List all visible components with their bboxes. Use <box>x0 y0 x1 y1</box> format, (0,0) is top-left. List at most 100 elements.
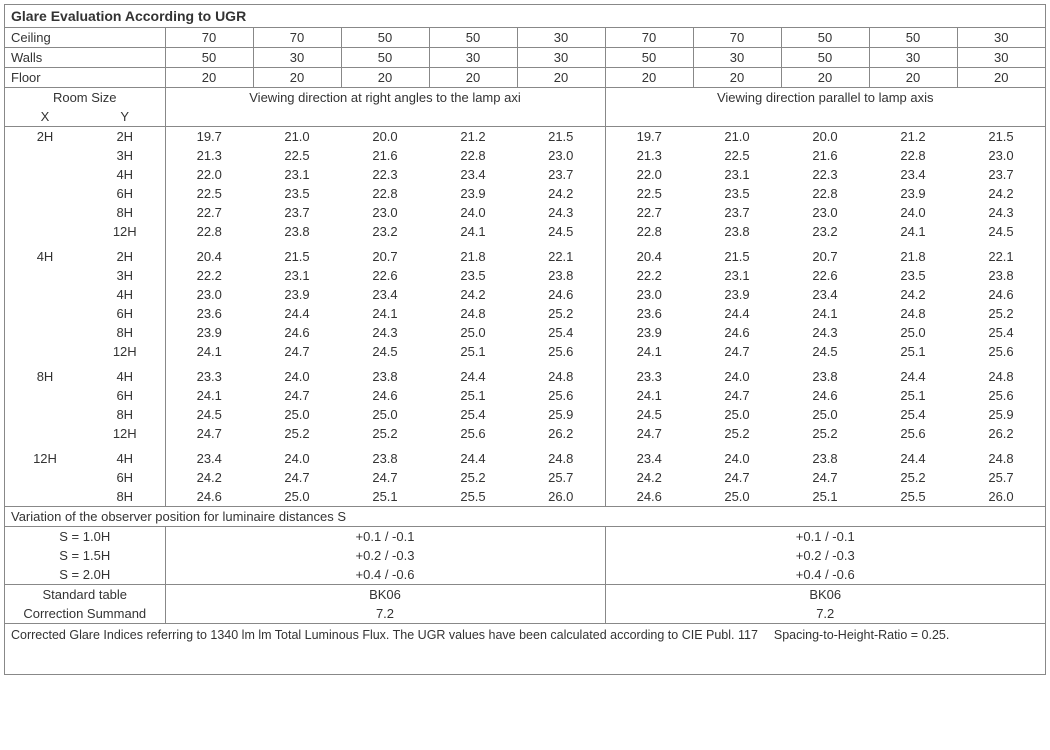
ugr-value: 25.6 <box>957 386 1045 405</box>
x-label: X <box>5 107 85 127</box>
reflectance-value: 20 <box>429 68 517 88</box>
ugr-value: 24.2 <box>429 285 517 304</box>
table-row: 8H23.924.624.325.025.423.924.624.325.025… <box>5 323 1045 342</box>
ugr-value: 21.2 <box>429 127 517 147</box>
ugr-value: 24.2 <box>165 468 253 487</box>
ugr-value: 25.2 <box>693 424 781 443</box>
ugr-value: 22.8 <box>605 222 693 241</box>
reflectance-value: 20 <box>781 68 869 88</box>
reflectance-value: 30 <box>957 48 1045 68</box>
reflectance-value: 50 <box>781 48 869 68</box>
table-row: 8H24.525.025.025.425.924.525.025.025.425… <box>5 405 1045 424</box>
standard-table-label: Standard table <box>5 585 165 605</box>
ugr-value: 24.5 <box>341 342 429 361</box>
ugr-value: 23.8 <box>957 266 1045 285</box>
x-value <box>5 424 85 443</box>
x-value <box>5 222 85 241</box>
ugr-value: 23.0 <box>165 285 253 304</box>
ugr-value: 24.7 <box>341 468 429 487</box>
reflectance-value: 30 <box>253 48 341 68</box>
ugr-value: 24.2 <box>605 468 693 487</box>
ugr-value: 22.3 <box>781 165 869 184</box>
table-row: S = 1.0H+0.1 / -0.1+0.1 / -0.1 <box>5 527 1045 547</box>
ugr-value: 20.4 <box>165 247 253 266</box>
ugr-value: 23.7 <box>693 203 781 222</box>
x-value: 8H <box>5 367 85 386</box>
ugr-value: 21.5 <box>253 247 341 266</box>
ugr-value: 22.5 <box>165 184 253 203</box>
reflectance-value: 30 <box>957 28 1045 48</box>
x-value <box>5 184 85 203</box>
reflectance-value: 30 <box>517 28 605 48</box>
ugr-value: 26.0 <box>957 487 1045 507</box>
ugr-value: 22.0 <box>165 165 253 184</box>
reflectance-label: Floor <box>5 68 165 88</box>
ugr-value: 26.2 <box>517 424 605 443</box>
ugr-value: 24.1 <box>429 222 517 241</box>
reflectance-value: 30 <box>517 48 605 68</box>
ugr-value: 20.0 <box>781 127 869 147</box>
y-value: 12H <box>85 342 165 361</box>
y-value: 8H <box>85 203 165 222</box>
table-row: Correction Summand7.27.2 <box>5 604 1045 624</box>
ugr-value: 23.0 <box>341 203 429 222</box>
ugr-value: 24.8 <box>429 304 517 323</box>
ugr-value: 24.1 <box>341 304 429 323</box>
ugr-value: 23.8 <box>341 367 429 386</box>
x-value <box>5 165 85 184</box>
reflectance-value: 50 <box>429 28 517 48</box>
ugr-value: 23.1 <box>693 266 781 285</box>
ugr-value: 23.5 <box>693 184 781 203</box>
viewing-heading-left: Viewing direction at right angles to the… <box>165 88 605 108</box>
ugr-value: 24.3 <box>781 323 869 342</box>
ugr-value: 25.6 <box>517 386 605 405</box>
ugr-value: 24.5 <box>605 405 693 424</box>
reflectance-value: 70 <box>165 28 253 48</box>
y-value: 6H <box>85 184 165 203</box>
ugr-value: 23.2 <box>341 222 429 241</box>
ugr-value: 25.2 <box>517 304 605 323</box>
table-row: 6H24.224.724.725.225.724.224.724.725.225… <box>5 468 1045 487</box>
table-row: 12H24.124.724.525.125.624.124.724.525.12… <box>5 342 1045 361</box>
ugr-value: 22.0 <box>605 165 693 184</box>
ugr-value: 23.3 <box>605 367 693 386</box>
variation-left: +0.4 / -0.6 <box>165 565 605 585</box>
s-label: S = 1.0H <box>5 527 165 547</box>
ugr-value: 24.6 <box>517 285 605 304</box>
table-row: 2H2H19.721.020.021.221.519.721.020.021.2… <box>5 127 1045 147</box>
ugr-value: 25.1 <box>781 487 869 507</box>
ugr-value: 24.6 <box>165 487 253 507</box>
ugr-value: 25.0 <box>253 405 341 424</box>
ugr-value: 24.0 <box>693 449 781 468</box>
variation-left: +0.1 / -0.1 <box>165 527 605 547</box>
ugr-value: 21.2 <box>869 127 957 147</box>
reflectance-value: 50 <box>165 48 253 68</box>
ugr-value: 23.7 <box>517 165 605 184</box>
ugr-value: 25.0 <box>341 405 429 424</box>
ugr-value: 25.6 <box>957 342 1045 361</box>
ugr-value: 22.2 <box>605 266 693 285</box>
ugr-value: 25.2 <box>869 468 957 487</box>
ugr-value: 22.8 <box>429 146 517 165</box>
variation-right: +0.2 / -0.3 <box>605 546 1045 565</box>
table-row: 8H22.723.723.024.024.322.723.723.024.024… <box>5 203 1045 222</box>
ugr-value: 25.6 <box>429 424 517 443</box>
ugr-value: 25.2 <box>253 424 341 443</box>
table-row: Standard tableBK06BK06 <box>5 585 1045 605</box>
blank <box>165 107 605 127</box>
ugr-value: 24.5 <box>165 405 253 424</box>
ugr-value: 23.4 <box>781 285 869 304</box>
ugr-value: 19.7 <box>165 127 253 147</box>
ugr-value: 21.3 <box>605 146 693 165</box>
ugr-value: 24.8 <box>517 449 605 468</box>
ugr-value: 22.6 <box>781 266 869 285</box>
ugr-value: 24.6 <box>253 323 341 342</box>
y-value: 8H <box>85 487 165 507</box>
ugr-value: 22.3 <box>341 165 429 184</box>
variation-title: Variation of the observer position for l… <box>5 507 1045 527</box>
reflectance-value: 70 <box>253 28 341 48</box>
ugr-value: 24.5 <box>781 342 869 361</box>
ugr-value: 22.7 <box>605 203 693 222</box>
ugr-value: 23.9 <box>693 285 781 304</box>
ugr-value: 23.8 <box>517 266 605 285</box>
